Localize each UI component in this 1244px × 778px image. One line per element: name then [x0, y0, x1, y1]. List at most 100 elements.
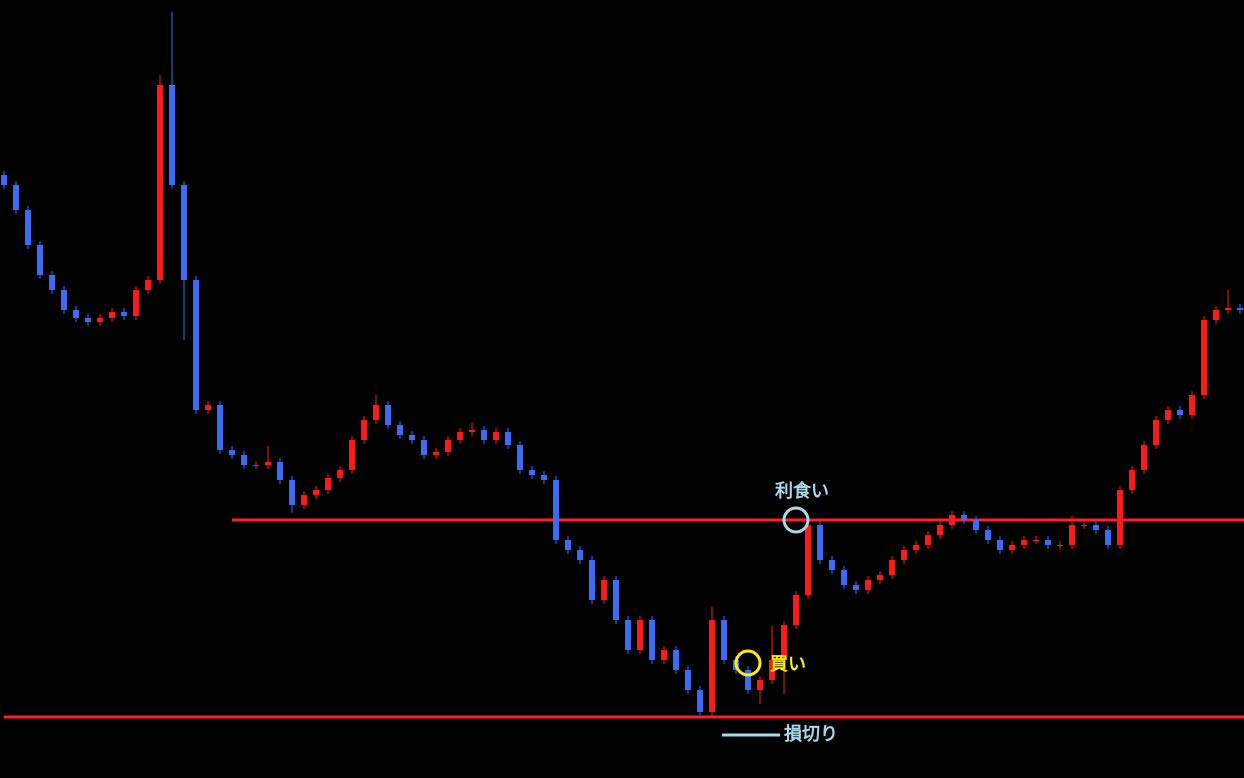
candle-body: [1021, 540, 1027, 545]
candle-body: [1009, 545, 1015, 550]
candle-body: [133, 290, 139, 316]
candle-body: [769, 660, 775, 680]
candle-body: [985, 530, 991, 540]
candle-body: [409, 435, 415, 440]
candle-body: [1093, 525, 1099, 530]
candle-body: [517, 445, 523, 470]
candle-body: [721, 620, 727, 660]
candle-body: [1081, 525, 1087, 526]
candle-body: [253, 465, 259, 466]
candle-body: [13, 185, 19, 210]
candle-body: [1225, 308, 1231, 310]
candle-body: [625, 620, 631, 650]
candle-body: [325, 478, 331, 490]
candle-body: [1177, 410, 1183, 415]
candle-body: [637, 620, 643, 650]
legend-label: 損切り: [784, 723, 838, 745]
candle-body: [793, 595, 799, 625]
candle-body: [937, 525, 943, 535]
candle-body: [397, 425, 403, 435]
candle-body: [313, 490, 319, 495]
candle-body: [505, 432, 511, 445]
candle-body: [1237, 308, 1243, 310]
candle-body: [697, 690, 703, 712]
candle-body: [193, 280, 199, 410]
candle-body: [1189, 395, 1195, 415]
candle-body: [157, 85, 163, 280]
annotation-label: 利食い: [775, 480, 829, 502]
annotation-label: 買い: [770, 654, 806, 675]
candle-body: [493, 432, 499, 440]
candle-body: [97, 318, 103, 322]
candle-body: [661, 650, 667, 660]
candle-body: [169, 85, 175, 185]
candle-body: [229, 450, 235, 455]
candle-body: [385, 405, 391, 425]
candle-body: [49, 275, 55, 290]
candle-body: [1129, 470, 1135, 490]
candle-body: [25, 210, 31, 245]
candle-body: [997, 540, 1003, 550]
candle-body: [301, 495, 307, 505]
candle-body: [1045, 540, 1051, 545]
candle-body: [685, 670, 691, 690]
candle-body: [541, 475, 547, 480]
candle-body: [421, 440, 427, 455]
candle-body: [925, 535, 931, 545]
candle-body: [445, 440, 451, 452]
candle-body: [961, 515, 967, 520]
candle-body: [529, 470, 535, 475]
candle-body: [973, 520, 979, 530]
candle-body: [781, 625, 787, 660]
candle-body: [949, 515, 955, 525]
candle-body: [757, 680, 763, 690]
candle-body: [1141, 445, 1147, 470]
candle-body: [829, 560, 835, 570]
candle-body: [349, 440, 355, 470]
candle-body: [433, 452, 439, 455]
candle-body: [469, 430, 475, 432]
candle-body: [589, 560, 595, 600]
candle-body: [289, 480, 295, 505]
candle-body: [457, 432, 463, 440]
candle-body: [805, 525, 811, 595]
candle-body: [865, 580, 871, 590]
candle-body: [277, 462, 283, 480]
candle-body: [1213, 310, 1219, 320]
candle-body: [553, 480, 559, 540]
candle-body: [1105, 530, 1111, 545]
candle-body: [877, 575, 883, 580]
candle-body: [1201, 320, 1207, 395]
annotation-circle: [734, 649, 762, 677]
candle-body: [673, 650, 679, 670]
candle-body: [913, 545, 919, 550]
candle-body: [337, 470, 343, 478]
candle-body: [709, 620, 715, 712]
candle-body: [205, 405, 211, 410]
candle-body: [841, 570, 847, 585]
candle-body: [565, 540, 571, 550]
candle-body: [1069, 525, 1075, 545]
candle-body: [241, 455, 247, 465]
annotation-circle: [782, 506, 810, 534]
candle-body: [181, 185, 187, 280]
candle-body: [145, 280, 151, 290]
candle-body: [901, 550, 907, 560]
candle-body: [649, 620, 655, 660]
candle-body: [1165, 410, 1171, 420]
candle-body: [37, 245, 43, 275]
candle-body: [745, 670, 751, 690]
candle-body: [265, 462, 271, 465]
candle-body: [1117, 490, 1123, 545]
candle-body: [61, 290, 67, 310]
candle-body: [1153, 420, 1159, 445]
candle-body: [1033, 540, 1039, 541]
candle-body: [1, 175, 7, 185]
candle-body: [853, 585, 859, 590]
candle-body: [73, 310, 79, 318]
candle-body: [817, 525, 823, 560]
candle-body: [109, 312, 115, 318]
candle-body: [85, 318, 91, 322]
